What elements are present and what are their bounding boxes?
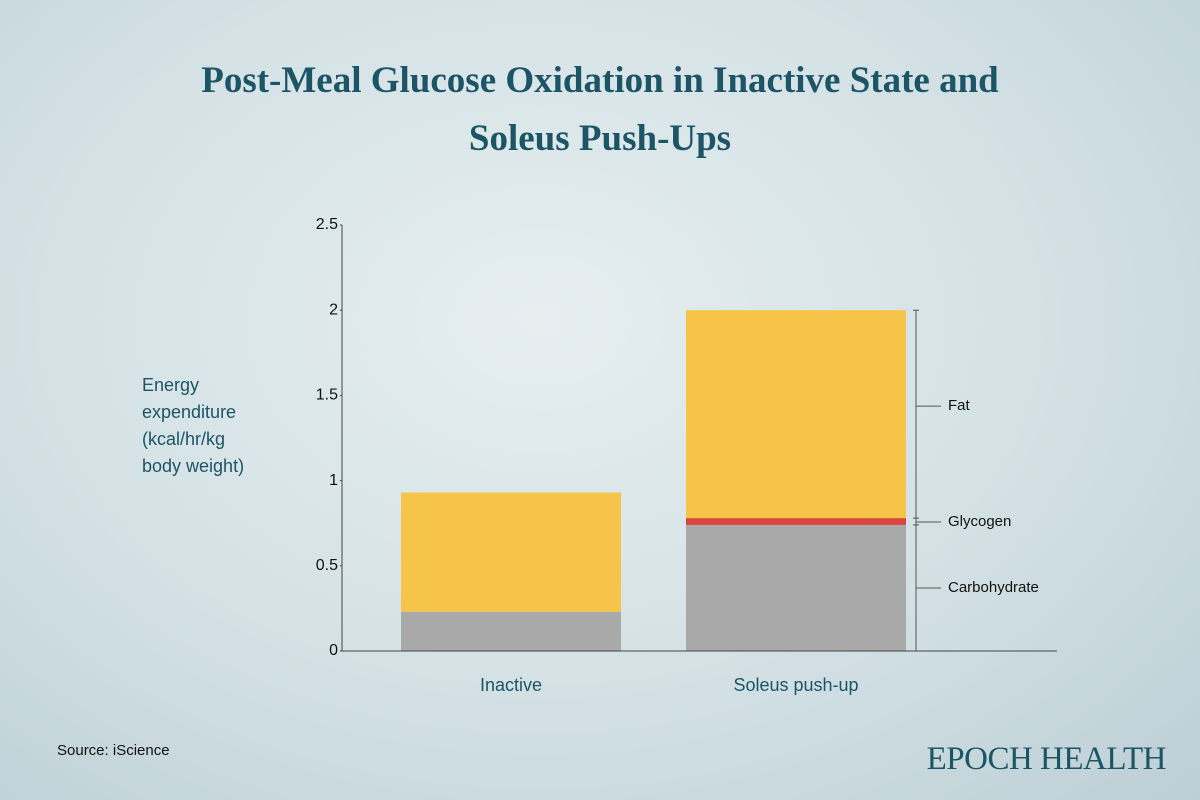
y-tick-label: 1 <box>329 472 338 489</box>
legend-label: Carbohydrate <box>948 579 1039 596</box>
bar-segment <box>401 492 621 612</box>
bar-segment <box>686 518 906 525</box>
bar-segment <box>686 310 906 519</box>
y-tick-label: 0.5 <box>316 557 338 574</box>
x-tick-label: Inactive <box>480 675 542 695</box>
x-tick-label: Soleus push-up <box>733 675 858 695</box>
legend-label: Glycogen <box>948 513 1011 530</box>
y-tick-label: 2.5 <box>316 216 338 233</box>
bar-segment <box>401 611 621 651</box>
chart-title: Post-Meal Glucose Oxidation in Inactive … <box>201 60 999 159</box>
y-tick-label: 0 <box>329 642 338 659</box>
y-axis-label: Energy expenditure (kcal/hr/kg body weig… <box>142 375 245 476</box>
y-tick-label: 1.5 <box>316 387 338 404</box>
legend-label: Fat <box>948 397 971 414</box>
y-tick-label: 2 <box>329 301 338 318</box>
bar-segment <box>686 524 906 651</box>
brand: EPOCH HEALTH <box>926 741 1167 777</box>
source: Source: iScience <box>57 742 170 759</box>
